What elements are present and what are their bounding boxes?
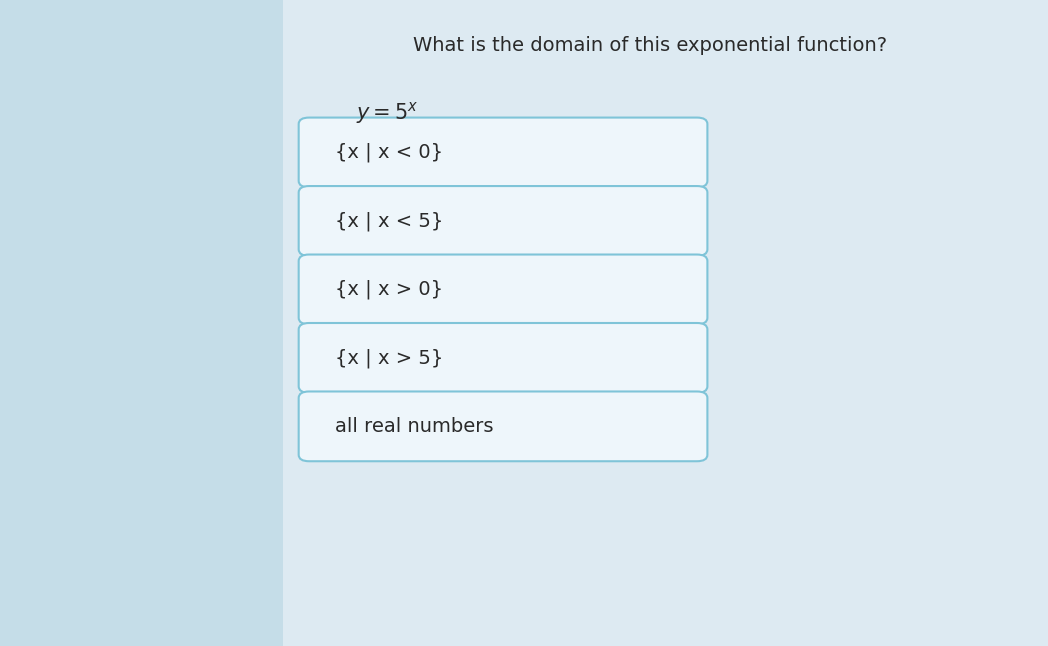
FancyBboxPatch shape	[299, 255, 707, 324]
FancyBboxPatch shape	[299, 186, 707, 256]
FancyBboxPatch shape	[299, 323, 707, 393]
Text: What is the domain of this exponential function?: What is the domain of this exponential f…	[413, 36, 887, 54]
Text: {x | x > 0}: {x | x > 0}	[335, 280, 443, 299]
Text: all real numbers: all real numbers	[335, 417, 494, 436]
Text: $y = 5^{x}$: $y = 5^{x}$	[356, 100, 419, 126]
Text: {x | x < 5}: {x | x < 5}	[335, 211, 443, 231]
FancyBboxPatch shape	[299, 118, 707, 187]
Text: {x | x > 5}: {x | x > 5}	[335, 348, 443, 368]
FancyBboxPatch shape	[283, 0, 1048, 646]
FancyBboxPatch shape	[299, 391, 707, 461]
Text: {x | x < 0}: {x | x < 0}	[335, 143, 443, 162]
